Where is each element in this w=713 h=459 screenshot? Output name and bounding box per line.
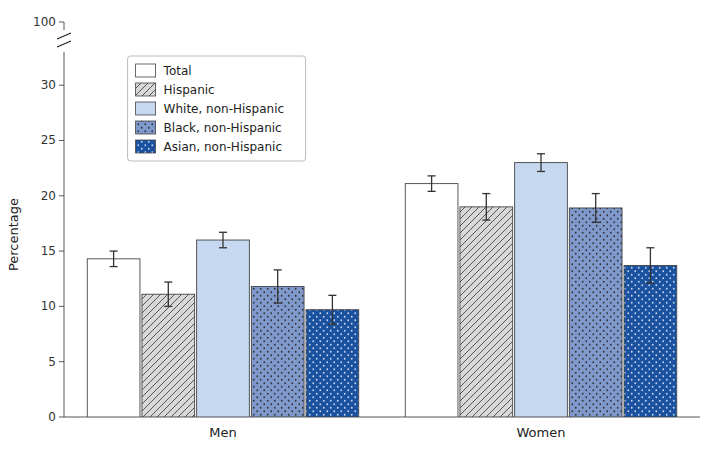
error-bar xyxy=(219,232,227,247)
y-tick-label: 30 xyxy=(41,78,56,92)
error-bar xyxy=(110,251,118,266)
bar xyxy=(142,294,195,417)
bar xyxy=(197,240,250,417)
legend-swatch xyxy=(136,102,156,115)
error-bar xyxy=(164,282,172,306)
bar xyxy=(624,265,677,417)
error-bar xyxy=(328,295,336,324)
error-bar xyxy=(482,194,490,221)
break-mark xyxy=(57,41,71,47)
x-tick-label: Women xyxy=(517,425,566,440)
bar xyxy=(87,259,140,417)
chart: 0 5 10 15 20 25 30 100 Percentage Men Women Total Hi… xyxy=(0,0,713,459)
legend-label: Total xyxy=(163,64,192,78)
y-tick xyxy=(59,195,64,196)
error-bar xyxy=(646,248,654,283)
x-tick-label: Men xyxy=(209,425,236,440)
error-bar xyxy=(537,154,545,172)
legend-label: Black, non-Hispanic xyxy=(164,121,282,135)
y-tick-label: 25 xyxy=(41,133,56,147)
legend: Total Hispanic White, non-Hispanic Black, n… xyxy=(128,56,306,161)
break-tick xyxy=(59,22,64,23)
axis-segment xyxy=(64,22,65,30)
bar xyxy=(306,310,359,417)
y-tick-label: 10 xyxy=(41,299,56,313)
legend-swatch xyxy=(136,83,156,96)
error-bar xyxy=(592,194,600,223)
error-bar xyxy=(274,270,282,303)
bars xyxy=(87,154,676,417)
bar xyxy=(515,163,568,417)
legend-swatch xyxy=(136,64,156,77)
error-bar xyxy=(428,176,436,191)
legend-label: Hispanic xyxy=(164,83,215,97)
y-axis: 0 5 10 15 20 25 30 xyxy=(41,52,64,424)
y-axis-label: Percentage xyxy=(6,198,21,271)
y-tick xyxy=(59,140,64,141)
bar xyxy=(460,207,513,417)
legend-swatch xyxy=(136,140,156,153)
bar xyxy=(251,286,304,417)
legend-swatch xyxy=(136,121,156,134)
y-tick-label: 20 xyxy=(41,189,56,203)
break-mark xyxy=(57,33,71,39)
y-tick xyxy=(59,251,64,252)
y-tick xyxy=(59,306,64,307)
y-tick-label: 0 xyxy=(48,410,56,424)
y-tick-label: 15 xyxy=(41,244,56,258)
axis-break: 100 xyxy=(33,15,71,47)
legend-box xyxy=(128,56,306,161)
y-tick xyxy=(59,85,64,86)
y-tick-label: 5 xyxy=(48,355,56,369)
y-axis-line xyxy=(64,52,65,417)
y-tick xyxy=(59,361,64,362)
y-tick xyxy=(59,417,64,418)
legend-label: White, non-Hispanic xyxy=(164,102,285,116)
legend-label: Asian, non-Hispanic xyxy=(164,140,282,154)
annotation: 100 xyxy=(33,15,56,29)
bar xyxy=(405,184,458,417)
bar xyxy=(569,208,622,417)
